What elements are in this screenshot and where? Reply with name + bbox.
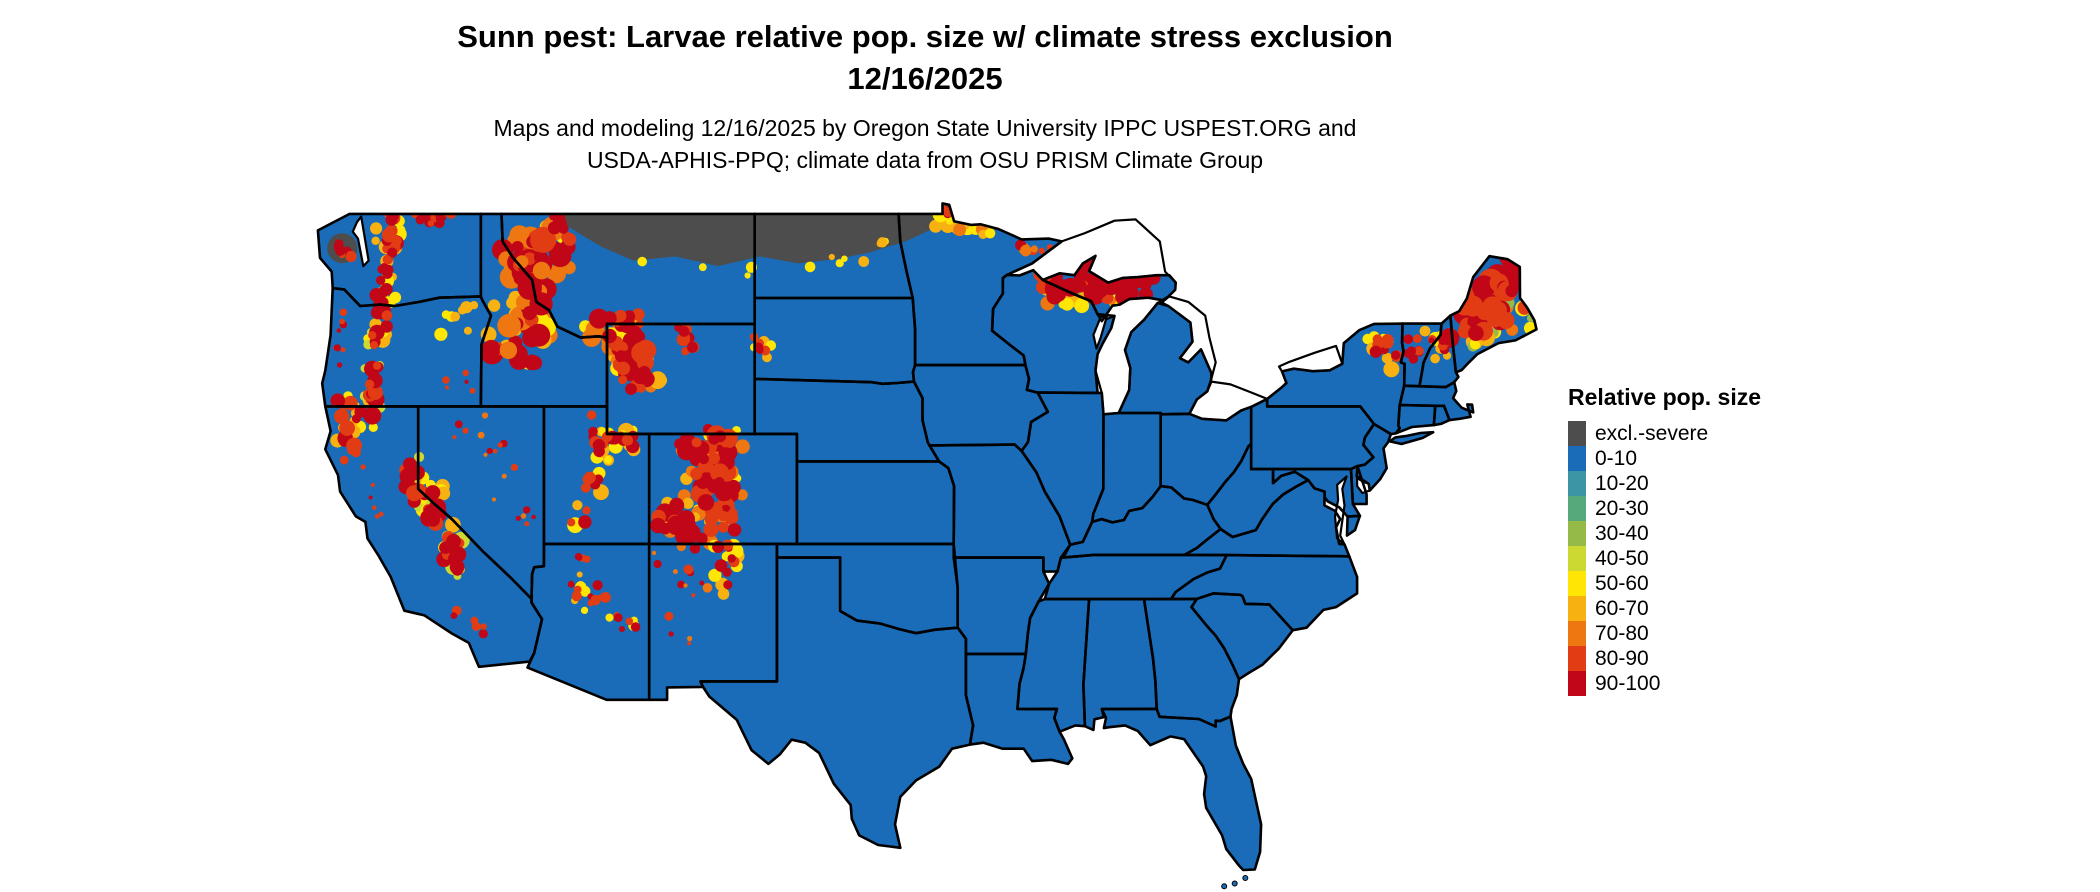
legend-item-label: 10-20 [1595,472,1649,495]
legend-swatch [1568,546,1586,571]
us-map-container [300,196,1545,892]
legend-item: 10-20 [1568,471,1761,496]
legend-swatch [1568,421,1586,446]
legend-swatch [1568,521,1586,546]
map-subtitle-line1: Maps and modeling 12/16/2025 by Oregon S… [493,115,1357,141]
legend-item-label: 50-60 [1595,572,1649,595]
map-subtitle: Maps and modeling 12/16/2025 by Oregon S… [230,112,1620,176]
legend-swatch [1568,471,1586,496]
population-overlay-layer [327,203,1537,646]
legend-items: excl.-severe 0-10 10-20 20-30 30-40 40-50 50-6… [1568,421,1761,696]
legend-item-label: 60-70 [1595,597,1649,620]
legend-swatch [1568,496,1586,521]
legend-item-label: 0-10 [1595,447,1638,470]
map-title-date: 12/16/2025 [847,61,1003,96]
legend-swatch [1568,596,1586,621]
legend-swatch [1568,446,1586,471]
legend-item-label: excl.-severe [1595,422,1709,445]
legend-item-label: 70-80 [1595,622,1649,645]
legend-item-label: 80-90 [1595,647,1649,670]
legend-item: 50-60 [1568,571,1761,596]
legend: Relative pop. size excl.-severe 0-10 10-20… [1568,384,1761,696]
florida-keys [1221,875,1249,890]
legend-item: 20-30 [1568,496,1761,521]
legend-item: 80-90 [1568,646,1761,671]
legend-item: 70-80 [1568,621,1761,646]
legend-swatch [1568,646,1586,671]
us-map [316,202,1538,890]
legend-item-label: 90-100 [1595,672,1661,695]
legend-swatch [1568,671,1586,696]
map-title-line1: Sunn pest: Larvae relative pop. size w/ … [457,19,1393,54]
map-subtitle-line2: USDA-APHIS-PPQ; climate data from OSU PR… [586,147,1264,173]
legend-swatch [1568,621,1586,646]
legend-item: 90-100 [1568,671,1761,696]
legend-swatch [1568,571,1586,596]
legend-title: Relative pop. size [1568,384,1762,410]
legend-item-label: 30-40 [1595,522,1649,545]
legend-item: 60-70 [1568,596,1761,621]
legend-item: 40-50 [1568,546,1761,571]
map-header: Sunn pest: Larvae relative pop. size w/ … [230,16,1620,176]
legend-item-label: 40-50 [1595,547,1649,570]
legend-item: excl.-severe [1568,421,1761,446]
legend-item: 30-40 [1568,521,1761,546]
state-borders-layer [316,202,1538,872]
legend-item: 0-10 [1568,446,1761,471]
legend-item-label: 20-30 [1595,497,1649,520]
states-fill-layer [317,203,1537,870]
